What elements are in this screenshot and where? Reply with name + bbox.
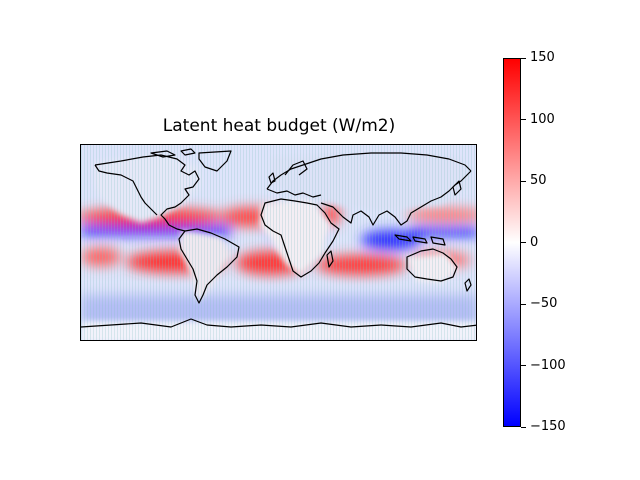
colorbar-tick-label: 100 xyxy=(530,111,555,127)
colorbar-tick xyxy=(521,365,526,366)
colorbar-tick-label: 150 xyxy=(530,50,555,65)
map-plot-area xyxy=(80,144,477,341)
colorbar-tick-label: −100 xyxy=(530,357,566,373)
colorbar-tick xyxy=(521,242,526,243)
colorbar-tick xyxy=(521,426,526,428)
colorbar-tick xyxy=(521,119,526,120)
colorbar-tick xyxy=(521,57,526,59)
colorbar-tick-label: −50 xyxy=(530,296,558,311)
colorbar-tick-label: 0 xyxy=(530,234,539,250)
colorbar xyxy=(503,58,521,427)
colorbar-tick-label: −150 xyxy=(530,419,566,434)
colorbar-tick xyxy=(521,303,526,305)
coastlines xyxy=(81,148,476,328)
colorbar-tick xyxy=(521,180,526,182)
hatching-overlay xyxy=(81,145,476,340)
colorbar-tick-label: 50 xyxy=(530,173,547,188)
latent-heat-map xyxy=(81,145,476,340)
map-title: Latent heat budget (W/m2) xyxy=(162,116,396,136)
